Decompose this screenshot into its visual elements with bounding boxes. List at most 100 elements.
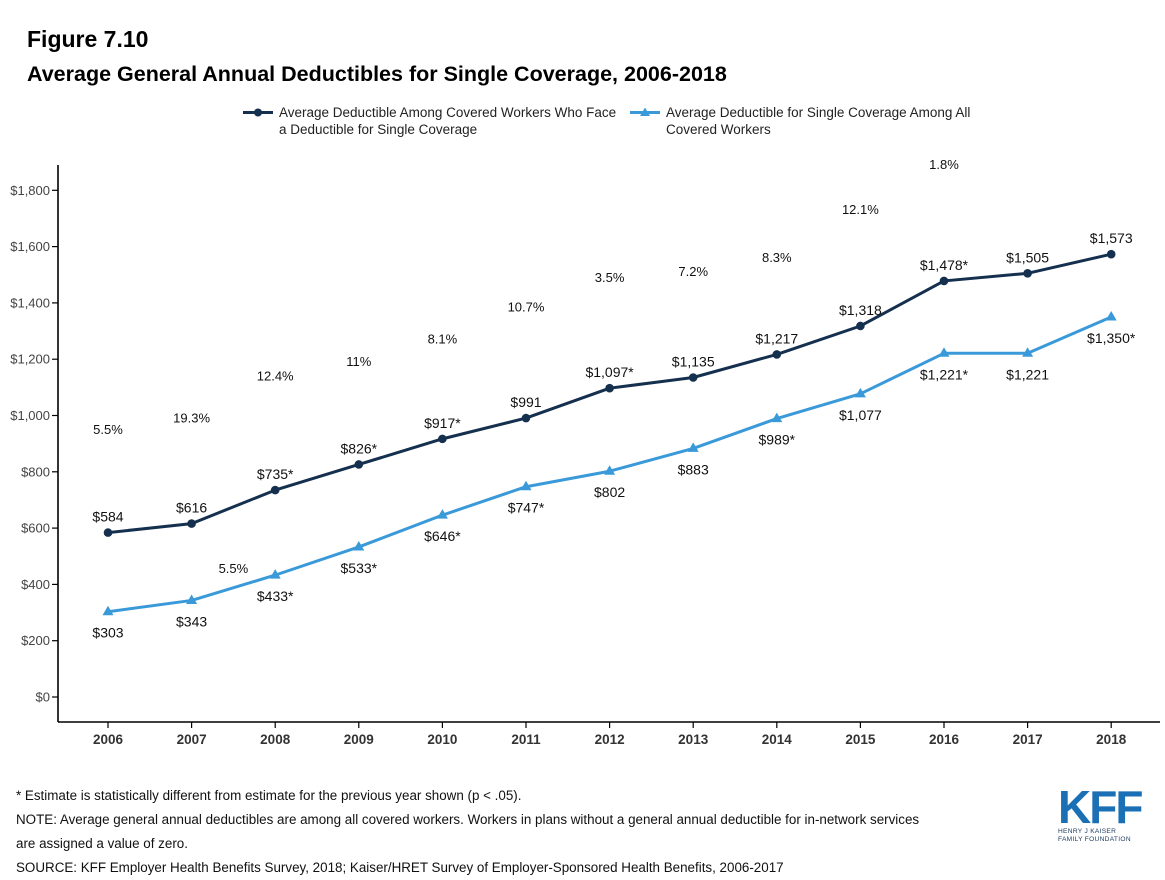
y-tick-label: $600 [21,521,50,536]
y-tick-label: $800 [21,464,50,479]
x-tick-label: 2012 [595,732,625,747]
legend-swatch-dark [243,108,273,117]
pct-change-annotation: 1.8% [929,157,959,172]
data-label-dark: $1,573 [1090,230,1133,246]
data-label-light: $433* [257,588,294,604]
pct-change-annotation: 5.5% [219,561,249,576]
logo-line2: FAMILY FOUNDATION [1058,835,1131,843]
data-point-light [102,605,114,616]
data-point-dark [438,434,447,444]
data-point-light [1105,310,1117,321]
data-label-light: $1,221 [1006,366,1049,382]
data-point-dark [605,383,614,393]
data-label-light: $1,221* [920,366,969,382]
data-label-light: $533* [341,560,378,576]
y-tick-label: $0 [36,690,50,705]
pct-change-annotation: 4.5% [1013,150,1043,152]
data-label-dark: $1,135 [672,353,715,369]
data-point-dark [688,373,698,382]
footnote-source: SOURCE: KFF Employer Health Benefits Sur… [16,860,784,875]
line-chart: $0 $200 $400 $600 $800 $1,000 $1,200 $1,400 $1,6… [10,150,1160,747]
data-point-dark [1106,249,1116,259]
pct-change-annotation: 19.3% [173,411,210,426]
legend-label-dark: Average Deductible Among Covered Workers… [279,105,617,137]
data-label-dark: $1,217 [755,330,798,346]
data-label-dark: $991 [510,394,541,410]
data-label-light: $802 [594,484,625,500]
legend-swatch-light [630,107,660,116]
data-point-dark [103,528,113,537]
data-point-light [186,594,198,604]
y-tick-label: $1,800 [10,183,50,198]
data-point-light [604,465,616,475]
data-point-light [269,569,281,579]
data-point-dark [939,276,949,286]
data-point-light [854,387,866,398]
legend-label-light: Average Deductible for Single Coverage A… [666,105,971,137]
data-point-light [771,412,783,423]
x-tick-label: 2010 [427,732,457,747]
x-tick-label: 2017 [1013,732,1043,747]
data-label-light: $343 [176,613,207,629]
data-point-dark [772,350,782,359]
y-tick-label: $1,400 [10,295,50,310]
pct-change-annotation: 10.7% [508,299,545,314]
footnote-asterisk: * Estimate is statistically different fr… [16,788,522,803]
x-tick-label: 2006 [93,732,124,747]
pct-change-annotation: 11% [346,354,371,369]
footnote-note-line2: are assigned a value of zero. [16,836,188,851]
data-point-light [436,509,448,519]
data-label-dark: $1,478* [920,257,969,273]
pct-change-annotation: 8.3% [762,250,792,265]
y-tick-label: $200 [21,633,50,648]
kff-logo: KFF HENRY J KAISER FAMILY FOUNDATION [1058,781,1143,843]
x-tick-label: 2018 [1096,732,1127,747]
x-tick-label: 2013 [678,732,709,747]
y-tick-label: $400 [21,577,50,592]
data-label-light: $1,350* [1087,330,1136,346]
data-point-light [938,347,950,357]
data-label-light: $747* [508,500,545,516]
legend-item-dark: Average Deductible Among Covered Workers… [243,104,619,138]
pct-change-annotation: 8.1% [428,332,458,347]
y-tick-label: $1,200 [10,352,50,367]
footnote-note-line1: NOTE: Average general annual deductibles… [16,812,920,827]
x-tick-label: 2011 [511,732,541,747]
data-label-light: $303 [92,625,123,641]
data-point-light [1022,347,1034,357]
x-tick-label: 2014 [762,732,793,747]
data-point-dark [270,485,280,495]
data-label-light: $646* [424,528,461,544]
y-tick-label: $1,000 [10,408,50,423]
logo-mark: KFF [1058,781,1143,833]
data-point-dark [187,519,196,528]
data-point-light [687,442,699,452]
pct-change-annotation: 5.5% [93,422,123,437]
x-tick-label: 2016 [929,732,960,747]
data-label-light: $1,077 [839,407,882,423]
data-label-dark: $735* [257,466,294,482]
data-point-light [520,480,532,491]
logo-line1: HENRY J KAISER [1058,828,1117,835]
x-tick-label: 2015 [845,732,876,747]
data-label-dark: $1,318 [839,302,882,318]
x-tick-label: 2008 [260,732,291,747]
data-label-dark: $584 [92,509,123,525]
footnotes: * Estimate is statistically different fr… [16,784,1046,880]
data-label-dark: $1,097* [585,364,634,380]
data-point-dark [856,321,865,331]
data-point-dark [354,460,364,469]
pct-change-annotation: 3.5% [595,270,625,285]
data-point-dark [521,413,531,423]
data-point-light [353,540,365,551]
pct-change-annotation: 7.2% [678,264,708,279]
data-label-dark: $616 [176,500,207,516]
data-label-light: $989* [759,432,796,448]
chart-title: Average General Annual Deductibles for S… [27,62,727,86]
y-tick-label: $1,600 [10,239,50,254]
pct-change-annotation: 12.1% [842,202,879,217]
x-tick-label: 2009 [344,732,374,747]
data-label-dark: $826* [341,440,378,456]
data-label-light: $883 [678,461,709,477]
figure-label: Figure 7.10 [27,26,149,52]
